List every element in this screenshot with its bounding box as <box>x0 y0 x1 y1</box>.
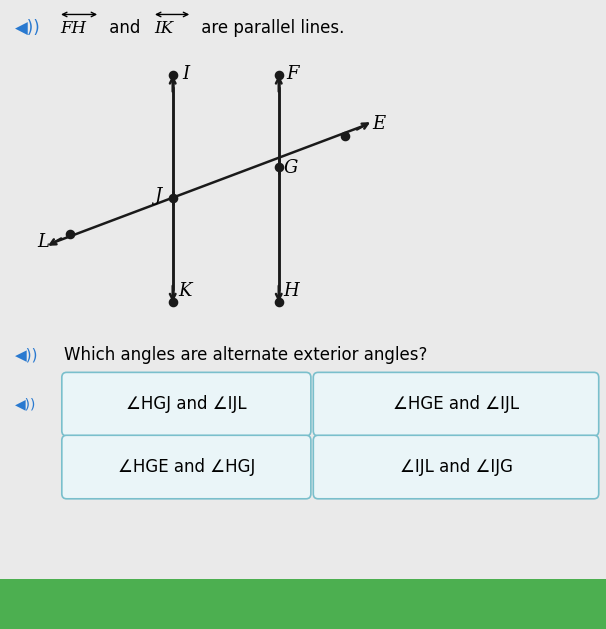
Text: H: H <box>284 282 299 299</box>
FancyBboxPatch shape <box>313 372 599 436</box>
Text: G: G <box>284 159 298 177</box>
Text: L: L <box>38 233 50 250</box>
Text: ∠HGJ and ∠IJL: ∠HGJ and ∠IJL <box>126 395 247 413</box>
Text: ◀)): ◀)) <box>15 398 36 411</box>
Point <box>65 229 75 239</box>
Point <box>168 70 178 81</box>
FancyBboxPatch shape <box>313 435 599 499</box>
Text: Which angles are alternate exterior angles?: Which angles are alternate exterior angl… <box>64 347 427 364</box>
Text: J: J <box>155 187 162 205</box>
Point <box>168 193 178 203</box>
Text: and: and <box>104 19 146 37</box>
Point <box>274 162 284 172</box>
Point <box>341 131 350 141</box>
Text: are parallel lines.: are parallel lines. <box>196 19 344 37</box>
Text: F: F <box>286 65 299 82</box>
Point <box>274 297 284 307</box>
Text: ◀)): ◀)) <box>15 348 39 363</box>
Text: E: E <box>373 115 386 133</box>
Text: FH: FH <box>61 19 87 37</box>
FancyBboxPatch shape <box>62 372 311 436</box>
Point <box>168 297 178 307</box>
Text: ∠HGE and ∠HGJ: ∠HGE and ∠HGJ <box>118 458 255 476</box>
Point <box>274 70 284 81</box>
Text: K: K <box>179 282 192 299</box>
Text: ∠HGE and ∠IJL: ∠HGE and ∠IJL <box>393 395 519 413</box>
Text: ◀)): ◀)) <box>15 19 41 37</box>
Text: IK: IK <box>155 19 173 37</box>
FancyBboxPatch shape <box>62 435 311 499</box>
Text: I: I <box>182 65 189 82</box>
Bar <box>0 579 606 629</box>
Text: ∠IJL and ∠IJG: ∠IJL and ∠IJG <box>399 458 513 476</box>
